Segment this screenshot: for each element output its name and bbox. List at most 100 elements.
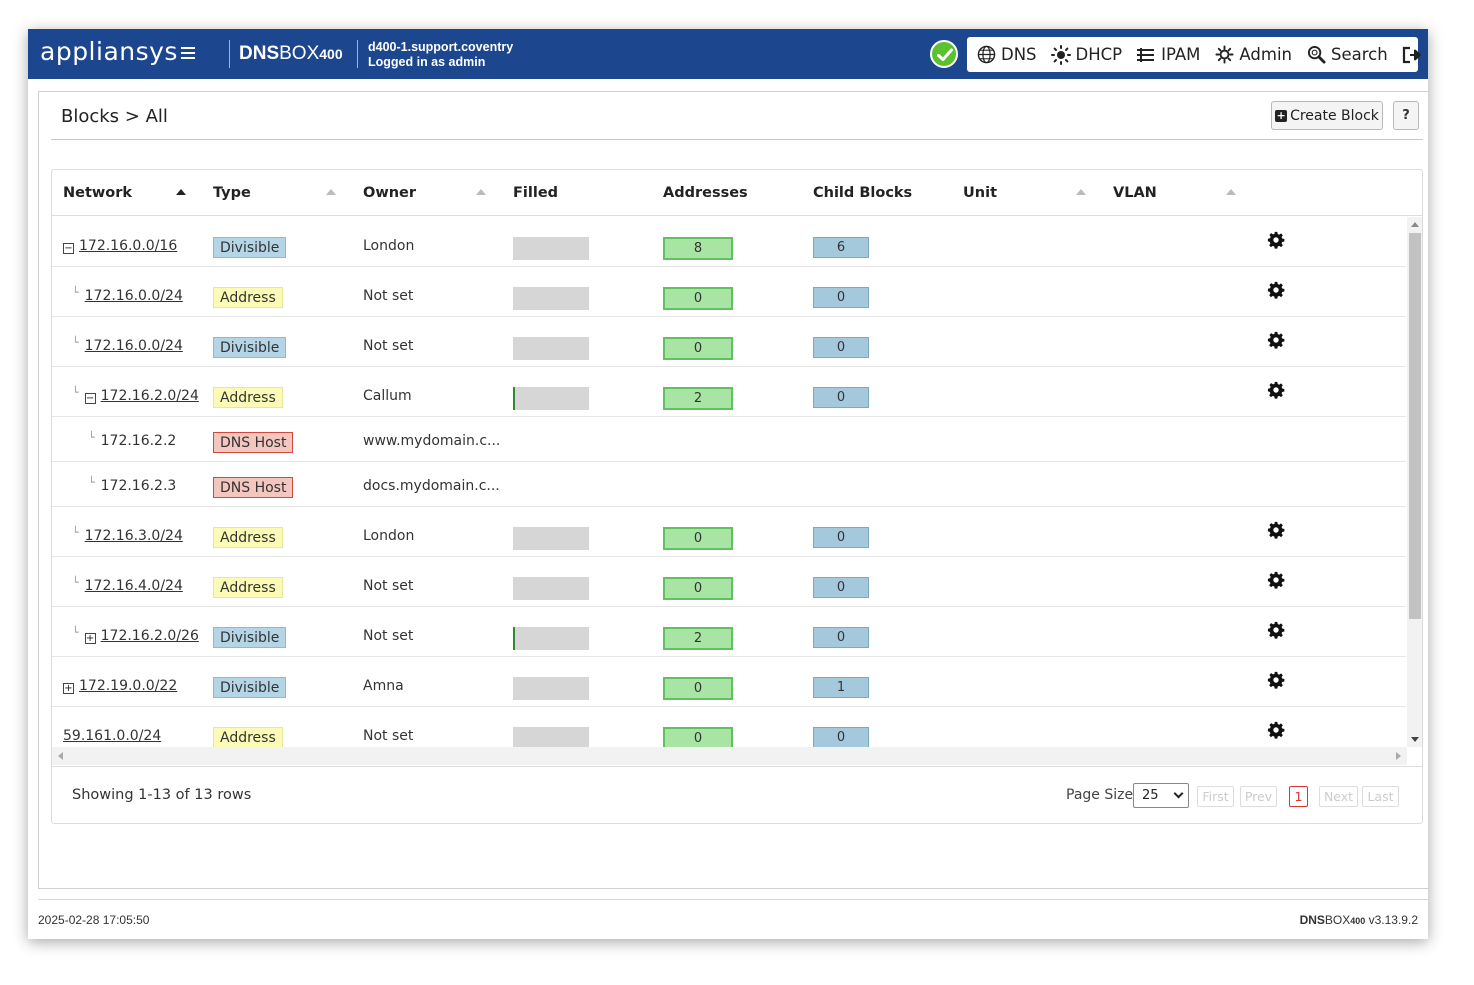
collapse-icon[interactable]: −: [84, 393, 96, 404]
next-page-button[interactable]: Next: [1319, 786, 1358, 807]
addresses-count[interactable]: 2: [663, 627, 733, 650]
column-owner[interactable]: Owner: [363, 185, 417, 201]
row-settings-gear-icon[interactable]: [1267, 381, 1285, 399]
nav-search[interactable]: Search: [1306, 45, 1388, 65]
row-settings-gear-icon[interactable]: [1267, 281, 1285, 299]
type-cell: Address: [213, 727, 283, 747]
horizontal-scrollbar[interactable]: [52, 747, 1407, 765]
type-cell: Divisible: [213, 337, 287, 358]
sort-icon[interactable]: [1226, 189, 1236, 195]
first-page-button[interactable]: First: [1197, 786, 1234, 807]
network-link[interactable]: 172.16.2.0/26: [100, 628, 199, 644]
sort-icon[interactable]: [1076, 189, 1086, 195]
network-link[interactable]: 172.16.0.0/24: [84, 288, 183, 304]
network-cell: └ 172.16.3.0/24: [72, 526, 183, 544]
addresses-count[interactable]: 0: [663, 577, 733, 600]
addresses-count[interactable]: 2: [663, 387, 733, 410]
type-badge: Divisible: [213, 237, 287, 258]
row-settings-gear-icon[interactable]: [1267, 331, 1285, 349]
create-block-button[interactable]: + Create Block: [1271, 101, 1383, 130]
login-status: Logged in as admin: [368, 55, 486, 69]
column-type[interactable]: Type: [213, 185, 251, 201]
child-blocks-count[interactable]: 0: [813, 577, 869, 598]
network-link[interactable]: 59.161.0.0/24: [63, 728, 162, 744]
row-settings-gear-icon[interactable]: [1267, 671, 1285, 689]
prev-page-button[interactable]: Prev: [1240, 786, 1277, 807]
child-blocks-count[interactable]: 0: [813, 627, 869, 648]
type-badge: Address: [213, 577, 283, 598]
scroll-right-arrow[interactable]: [1396, 752, 1401, 760]
last-page-button[interactable]: Last: [1362, 786, 1399, 807]
help-button[interactable]: ?: [1393, 101, 1419, 130]
expand-icon[interactable]: +: [84, 633, 96, 644]
network-link[interactable]: 172.16.4.0/24: [84, 578, 183, 594]
current-page-button[interactable]: 1: [1289, 786, 1308, 807]
type-cell: DNS Host: [213, 432, 294, 453]
network-link[interactable]: 172.16.0.0/24: [84, 338, 183, 354]
addresses-count[interactable]: 0: [663, 677, 733, 700]
logout-button[interactable]: [1402, 45, 1427, 65]
tree-branch-icon: └: [72, 526, 79, 539]
tree-branch-icon: └: [72, 336, 79, 349]
child-blocks-count[interactable]: 0: [813, 337, 869, 358]
check-circle-icon[interactable]: [930, 40, 958, 68]
network-link[interactable]: 172.16.0.0/16: [79, 238, 178, 254]
owner-cell: London: [363, 528, 415, 544]
column-unit[interactable]: Unit: [963, 185, 997, 201]
child-blocks-count[interactable]: 0: [813, 727, 869, 747]
column-network[interactable]: Network: [63, 185, 133, 201]
nav-dhcp[interactable]: DHCP: [1050, 44, 1122, 65]
gear-icon: [1214, 45, 1234, 65]
addresses-count[interactable]: 0: [663, 727, 733, 747]
row-settings-gear-icon[interactable]: [1267, 231, 1285, 249]
network-cell: └ 172.16.0.0/24: [72, 336, 183, 354]
type-badge: Address: [213, 727, 283, 747]
type-cell: Address: [213, 527, 283, 548]
addresses-count[interactable]: 8: [663, 237, 733, 260]
addresses-count[interactable]: 0: [663, 337, 733, 360]
owner-cell: Not set: [363, 338, 414, 354]
type-cell: Address: [213, 387, 283, 408]
row-settings-gear-icon[interactable]: [1267, 721, 1285, 739]
nav-admin[interactable]: Admin: [1214, 45, 1292, 65]
network-link[interactable]: 172.19.0.0/22: [79, 678, 178, 694]
sort-icon[interactable]: [476, 189, 486, 195]
scroll-thumb[interactable]: [1409, 233, 1421, 619]
row-settings-gear-icon[interactable]: [1267, 571, 1285, 589]
addresses-count[interactable]: 0: [663, 287, 733, 310]
column-filled: Filled: [513, 185, 559, 201]
sort-icon[interactable]: [326, 189, 336, 195]
addresses-count[interactable]: 0: [663, 527, 733, 550]
globe-icon: [976, 45, 996, 65]
network-cell: └ +172.16.2.0/26: [72, 626, 199, 644]
type-badge: Divisible: [213, 677, 287, 698]
sort-asc-icon[interactable]: [176, 189, 186, 195]
collapse-icon[interactable]: −: [63, 243, 74, 254]
network-link[interactable]: 172.16.2.0/24: [100, 388, 199, 404]
scroll-up-arrow[interactable]: [1411, 222, 1419, 227]
network-link[interactable]: 172.16.3.0/24: [84, 528, 183, 544]
network-cell: +172.19.0.0/22: [63, 678, 177, 694]
table-footer: Showing 1-13 of 13 rows Page Size 25 Fir…: [52, 766, 1422, 823]
table-row: └ +172.16.2.0/26 Divisible Not set 2 0: [52, 607, 1406, 657]
scroll-left-arrow[interactable]: [58, 752, 63, 760]
child-blocks-count[interactable]: 0: [813, 287, 869, 308]
row-settings-gear-icon[interactable]: [1267, 621, 1285, 639]
owner-cell: London: [363, 238, 415, 254]
scroll-down-arrow[interactable]: [1411, 737, 1419, 742]
vertical-scrollbar[interactable]: [1407, 217, 1422, 747]
page-size-select[interactable]: 25: [1133, 783, 1189, 808]
child-blocks-count[interactable]: 1: [813, 677, 869, 698]
expand-icon[interactable]: +: [63, 683, 74, 694]
owner-cell: Callum: [363, 388, 412, 404]
child-blocks-count[interactable]: 0: [813, 387, 869, 408]
filled-bar-fill: [513, 627, 515, 650]
appliansys-logo[interactable]: appliansys: [40, 37, 195, 66]
nav-dns[interactable]: DNS: [976, 45, 1037, 65]
child-blocks-count[interactable]: 6: [813, 237, 869, 258]
column-addresses: Addresses: [663, 185, 748, 201]
nav-ipam[interactable]: IPAM: [1136, 45, 1200, 65]
row-settings-gear-icon[interactable]: [1267, 521, 1285, 539]
column-vlan[interactable]: VLAN: [1113, 185, 1157, 201]
child-blocks-count[interactable]: 0: [813, 527, 869, 548]
